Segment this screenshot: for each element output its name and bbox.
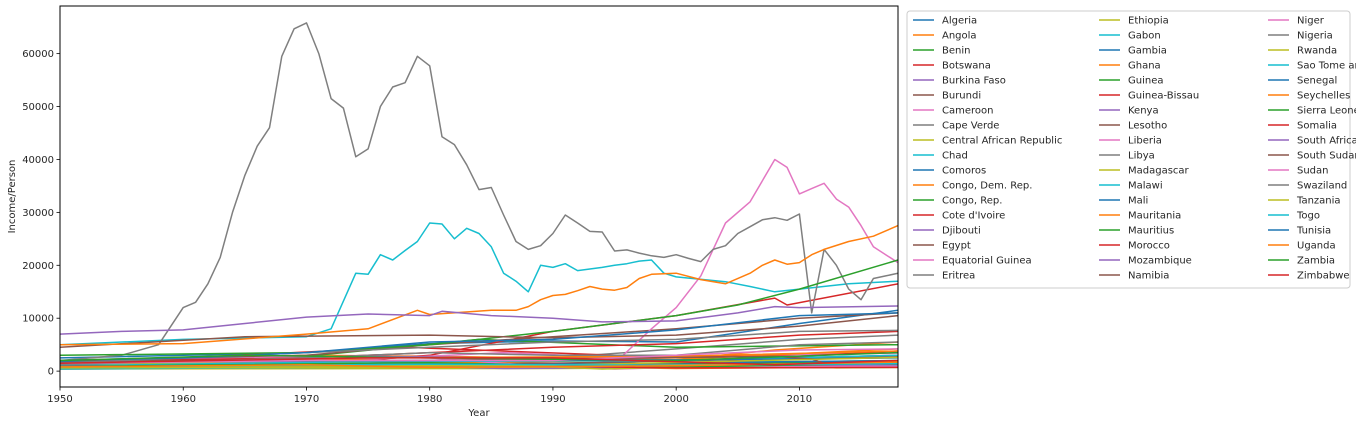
series-line-nigeria bbox=[60, 341, 898, 366]
legend-label: Sao Tome and Principe bbox=[1297, 61, 1356, 72]
legend-label: Madagascar bbox=[1128, 166, 1190, 177]
legend-label: Niger bbox=[1297, 16, 1325, 27]
series-line-algeria bbox=[60, 309, 898, 359]
legend-label: Cameroon bbox=[942, 106, 993, 117]
legend-label: South Africa bbox=[1297, 136, 1356, 147]
y-tick-label: 20000 bbox=[22, 261, 54, 272]
legend-label: Central African Republic bbox=[942, 136, 1062, 147]
legend-label: Zambia bbox=[1297, 256, 1335, 267]
legend-label: Chad bbox=[942, 151, 968, 162]
legend-label: Burundi bbox=[942, 91, 981, 102]
legend-label: Uganda bbox=[1297, 241, 1336, 252]
legend-label: Ghana bbox=[1128, 61, 1161, 72]
series-line-sudan bbox=[60, 348, 898, 364]
legend: Algeria Angola Benin Botswana Burkina Faso Bu… bbox=[906, 10, 1356, 289]
legend-label: Morocco bbox=[1128, 241, 1170, 252]
legend-label: Algeria bbox=[942, 16, 977, 27]
y-tick-label: 10000 bbox=[22, 314, 54, 325]
legend-label: Gambia bbox=[1128, 46, 1167, 57]
series-line-zimbabwe bbox=[60, 357, 898, 366]
legend-label: Botswana bbox=[942, 61, 991, 72]
x-tick-label: 1960 bbox=[171, 394, 196, 405]
series-line-gabon bbox=[60, 222, 898, 346]
legend-label: Tanzania bbox=[1296, 196, 1341, 207]
legend-label: Mozambique bbox=[1128, 256, 1192, 267]
legend-label: Cape Verde bbox=[942, 121, 999, 132]
x-tick-label: 1970 bbox=[294, 394, 319, 405]
y-tick-label: 50000 bbox=[22, 102, 54, 113]
y-axis-label: Income/Person bbox=[7, 160, 18, 234]
legend-label: Malawi bbox=[1128, 181, 1163, 192]
y-tick-label: 30000 bbox=[22, 208, 54, 219]
legend-label: Namibia bbox=[1128, 271, 1169, 282]
legend-label: Sudan bbox=[1297, 166, 1329, 177]
legend-label: Mali bbox=[1128, 196, 1148, 207]
legend-label: Mauritania bbox=[1128, 211, 1181, 222]
legend-label: Somalia bbox=[1297, 121, 1337, 132]
legend-label: Equatorial Guinea bbox=[942, 256, 1032, 267]
series-line-seychelles bbox=[60, 224, 898, 346]
series-line-namibia bbox=[60, 314, 898, 349]
series-line-libya bbox=[60, 22, 898, 362]
legend-label: Gabon bbox=[1128, 31, 1161, 42]
x-tick-label: 2010 bbox=[787, 394, 812, 405]
legend-label: Cote d'Ivoire bbox=[942, 211, 1005, 222]
x-axis-label: Year bbox=[467, 408, 490, 419]
legend-label: Angola bbox=[942, 31, 977, 42]
legend-label: Guinea bbox=[1128, 76, 1163, 87]
legend-label: Swaziland bbox=[1297, 181, 1347, 192]
legend-label: Libya bbox=[1128, 151, 1155, 162]
plot-frame bbox=[59, 5, 899, 388]
x-tick-label: 1950 bbox=[47, 394, 72, 405]
legend-label: Tunisia bbox=[1296, 226, 1331, 237]
legend-label: Guinea-Bissau bbox=[1128, 91, 1199, 102]
y-axis-ticks: 0 10000 20000 30000 40000 50000 60000 bbox=[22, 49, 60, 378]
legend-label: Rwanda bbox=[1297, 46, 1337, 57]
legend-label: Congo, Rep. bbox=[942, 196, 1002, 207]
x-tick-label: 1990 bbox=[540, 394, 565, 405]
legend-label: Senegal bbox=[1297, 76, 1337, 87]
series-lines bbox=[60, 22, 898, 370]
y-tick-label: 60000 bbox=[22, 49, 54, 60]
legend-label: Seychelles bbox=[1297, 91, 1350, 102]
legend-label: Liberia bbox=[1128, 136, 1162, 147]
legend-label: Benin bbox=[942, 46, 970, 57]
x-axis-ticks: 1950 1960 1970 1980 1990 2000 2010 bbox=[47, 387, 812, 405]
legend-label: Burkina Faso bbox=[942, 76, 1006, 87]
legend-label: Kenya bbox=[1128, 106, 1159, 117]
y-tick-label: 40000 bbox=[22, 155, 54, 166]
legend-label: Mauritius bbox=[1128, 226, 1174, 237]
series-line-south-africa bbox=[60, 305, 898, 335]
y-tick-label: 0 bbox=[48, 367, 54, 378]
x-tick-label: 1980 bbox=[417, 394, 442, 405]
legend-label: Zimbabwe bbox=[1297, 271, 1350, 282]
legend-label: Ethiopia bbox=[1128, 16, 1169, 27]
legend-label: Sierra Leone bbox=[1297, 106, 1356, 117]
legend-label: Congo, Dem. Rep. bbox=[942, 181, 1032, 192]
legend-label: South Sudan bbox=[1297, 151, 1356, 162]
legend-label: Lesotho bbox=[1128, 121, 1167, 132]
legend-label: Egypt bbox=[942, 241, 971, 252]
legend-box bbox=[906, 10, 1351, 289]
x-tick-label: 2000 bbox=[663, 394, 688, 405]
legend-label: Comoros bbox=[942, 166, 986, 177]
legend-label: Djibouti bbox=[942, 226, 981, 237]
legend-label: Togo bbox=[1296, 211, 1320, 222]
legend-label: Nigeria bbox=[1297, 31, 1333, 42]
legend-label: Eritrea bbox=[942, 271, 975, 282]
